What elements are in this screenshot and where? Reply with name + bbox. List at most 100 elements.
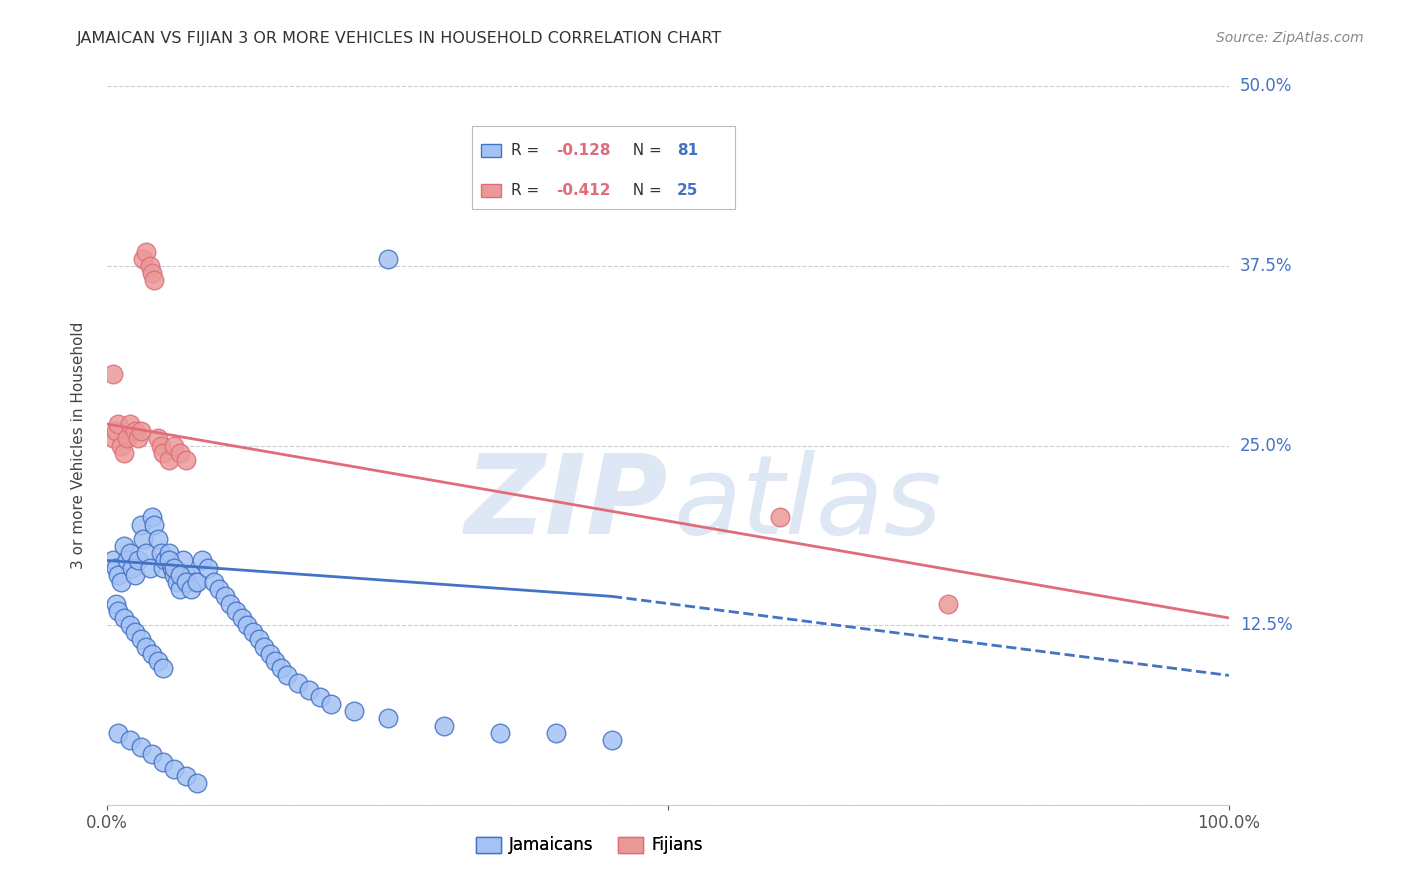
Point <box>149 546 172 560</box>
Point <box>101 553 124 567</box>
Point <box>225 604 247 618</box>
Text: N =: N = <box>623 144 666 158</box>
FancyBboxPatch shape <box>481 184 501 197</box>
Point <box>231 611 253 625</box>
Point <box>135 546 157 560</box>
Y-axis label: 3 or more Vehicles in Household: 3 or more Vehicles in Household <box>72 322 86 569</box>
Point <box>118 417 141 431</box>
Point <box>107 604 129 618</box>
Point <box>127 553 149 567</box>
Point <box>141 647 163 661</box>
Point <box>149 439 172 453</box>
Point <box>247 632 270 647</box>
FancyBboxPatch shape <box>481 145 501 157</box>
Point <box>236 618 259 632</box>
Point <box>141 510 163 524</box>
Text: 50.0%: 50.0% <box>1240 78 1292 95</box>
Point <box>177 574 200 589</box>
Text: JAMAICAN VS FIJIAN 3 OR MORE VEHICLES IN HOUSEHOLD CORRELATION CHART: JAMAICAN VS FIJIAN 3 OR MORE VEHICLES IN… <box>77 31 723 46</box>
Text: ZIP: ZIP <box>464 450 668 557</box>
Text: 37.5%: 37.5% <box>1240 257 1292 275</box>
Text: 81: 81 <box>676 144 697 158</box>
Point <box>118 733 141 747</box>
Point <box>152 661 174 675</box>
Legend: Jamaicans, Fijians: Jamaicans, Fijians <box>470 830 710 861</box>
Point <box>219 597 242 611</box>
Point <box>259 647 281 661</box>
Point <box>769 510 792 524</box>
Text: 12.5%: 12.5% <box>1240 616 1292 634</box>
Point <box>146 431 169 445</box>
Point <box>101 431 124 445</box>
Text: N =: N = <box>623 183 666 198</box>
Point <box>208 582 231 597</box>
Point <box>124 567 146 582</box>
Point <box>270 661 292 675</box>
Point <box>124 424 146 438</box>
Point <box>321 697 343 711</box>
Point <box>138 259 160 273</box>
Point <box>152 755 174 769</box>
Point <box>110 439 132 453</box>
Point <box>253 640 276 654</box>
Point <box>169 567 191 582</box>
Point <box>191 553 214 567</box>
Point <box>163 567 186 582</box>
Point <box>127 431 149 445</box>
Text: Source: ZipAtlas.com: Source: ZipAtlas.com <box>1216 31 1364 45</box>
Point <box>155 553 177 567</box>
FancyBboxPatch shape <box>471 126 735 209</box>
Point <box>143 517 166 532</box>
Point <box>433 719 456 733</box>
Point <box>129 740 152 755</box>
Point <box>157 453 180 467</box>
Point <box>172 553 194 567</box>
Point <box>105 560 128 574</box>
Point <box>107 567 129 582</box>
Point <box>141 266 163 280</box>
Point <box>309 690 332 704</box>
Point <box>118 618 141 632</box>
Point <box>118 546 141 560</box>
Text: R =: R = <box>510 183 544 198</box>
Text: -0.412: -0.412 <box>555 183 610 198</box>
Point <box>117 553 139 567</box>
Point <box>166 574 188 589</box>
Point <box>287 675 309 690</box>
Point <box>110 574 132 589</box>
Point <box>107 726 129 740</box>
Point <box>121 560 143 574</box>
Point <box>186 574 208 589</box>
Point <box>152 560 174 574</box>
Point <box>129 632 152 647</box>
Point <box>174 769 197 783</box>
Point <box>146 654 169 668</box>
Point <box>169 446 191 460</box>
Point <box>105 424 128 438</box>
Point <box>174 574 197 589</box>
Point <box>377 711 399 725</box>
Point <box>298 682 321 697</box>
Point <box>264 654 287 668</box>
Point <box>129 517 152 532</box>
Point <box>544 726 567 740</box>
Point <box>174 567 197 582</box>
Point <box>163 560 186 574</box>
Point <box>488 726 510 740</box>
Point <box>117 431 139 445</box>
Point <box>180 567 202 582</box>
Point <box>146 532 169 546</box>
Point <box>157 546 180 560</box>
Point <box>152 446 174 460</box>
Point <box>157 553 180 567</box>
Point <box>174 453 197 467</box>
Point <box>135 640 157 654</box>
Text: 25.0%: 25.0% <box>1240 436 1292 455</box>
Text: -0.128: -0.128 <box>555 144 610 158</box>
Point <box>276 668 298 682</box>
Point <box>112 446 135 460</box>
Point <box>377 252 399 266</box>
Point <box>343 704 366 718</box>
Point <box>163 762 186 776</box>
Point <box>132 252 155 266</box>
